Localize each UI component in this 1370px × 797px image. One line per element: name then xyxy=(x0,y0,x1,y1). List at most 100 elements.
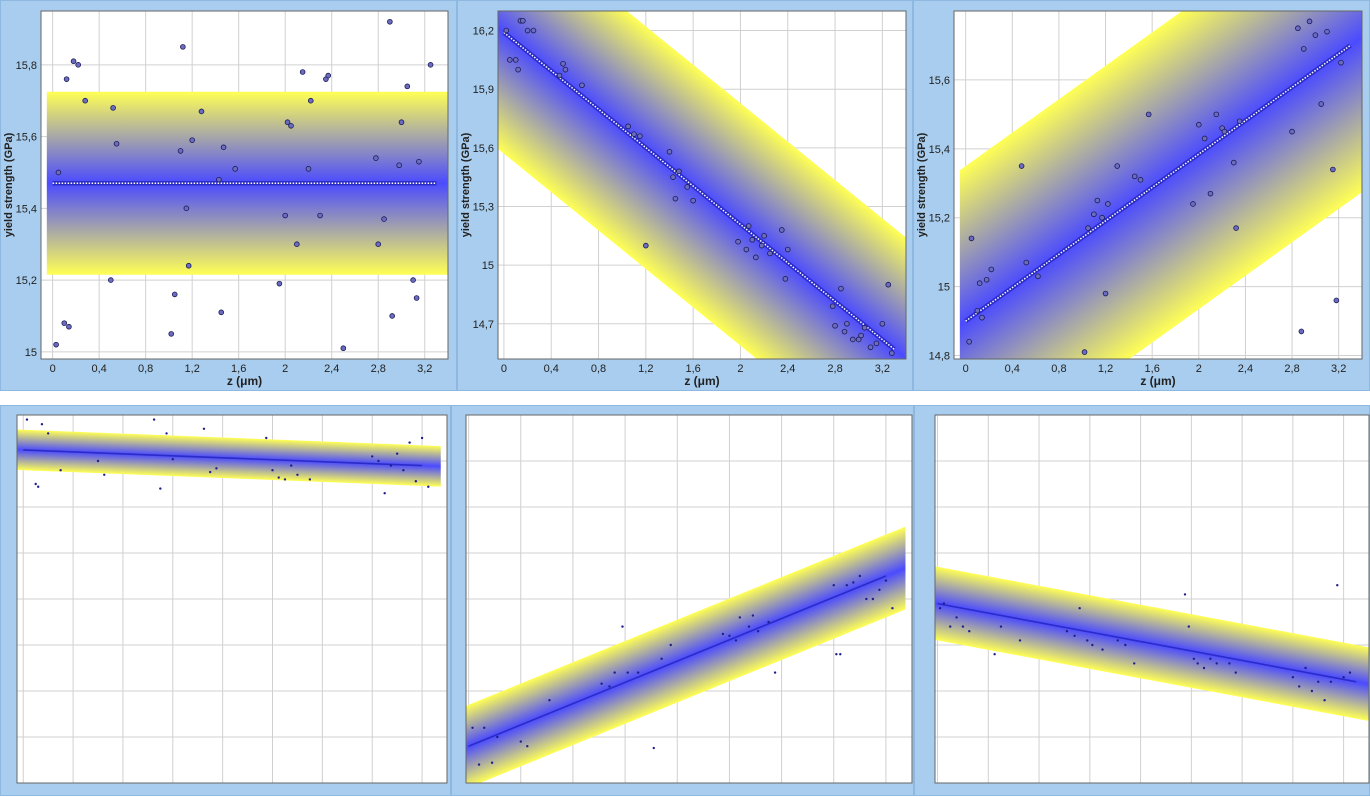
chart-panel-4 xyxy=(0,405,451,796)
data-point xyxy=(265,436,268,440)
data-point xyxy=(66,323,72,330)
data-point xyxy=(1190,201,1196,207)
data-point xyxy=(152,418,156,421)
data-point xyxy=(1094,197,1101,204)
x-axis-label: z (μm) xyxy=(684,374,719,388)
data-point xyxy=(305,166,312,172)
y-tick-label: 15,6 xyxy=(16,132,37,144)
x-tick-label: 0,8 xyxy=(1051,363,1066,375)
data-point xyxy=(1102,290,1109,297)
x-tick-label: 1,6 xyxy=(231,363,246,375)
data-point xyxy=(767,250,773,257)
data-point xyxy=(829,303,836,310)
data-point xyxy=(1105,201,1111,207)
data-point xyxy=(218,309,225,316)
data-point xyxy=(879,321,886,327)
data-point xyxy=(1124,643,1127,647)
data-point xyxy=(177,148,184,154)
data-point xyxy=(282,212,289,219)
data-point xyxy=(613,671,616,674)
data-point xyxy=(1348,671,1352,674)
data-point xyxy=(838,285,844,292)
data-point xyxy=(756,630,760,633)
data-point xyxy=(389,313,395,319)
data-points xyxy=(938,584,1352,702)
data-point xyxy=(1234,671,1237,674)
y-tick-label: 15 xyxy=(482,260,494,272)
data-point xyxy=(832,584,835,587)
data-point xyxy=(477,763,481,766)
data-point xyxy=(974,307,981,314)
data-point xyxy=(556,72,563,79)
data-point xyxy=(1091,211,1097,218)
data-point xyxy=(1215,662,1218,665)
data-point xyxy=(383,492,386,495)
data-point xyxy=(471,726,474,729)
y-tick-label: 15,8 xyxy=(16,60,37,72)
y-tick-label: 15,6 xyxy=(929,75,950,87)
data-points xyxy=(471,574,894,766)
data-point xyxy=(53,341,59,348)
data-point xyxy=(1187,625,1191,628)
data-point xyxy=(626,671,629,674)
data-point xyxy=(294,241,300,247)
data-point xyxy=(738,616,742,619)
data-point xyxy=(1342,676,1345,679)
data-point xyxy=(1291,676,1295,679)
fit-line xyxy=(502,30,896,351)
data-point xyxy=(1145,111,1152,118)
data-point xyxy=(398,119,405,126)
x-tick-label: 1,6 xyxy=(1145,363,1160,375)
x-tick-label: 2,4 xyxy=(324,363,339,375)
data-point xyxy=(1192,657,1196,660)
y-tick-label: 15,2 xyxy=(16,275,37,287)
y-axis-label: yield strength (GPa) xyxy=(916,132,928,237)
data-point xyxy=(721,632,725,636)
data-point xyxy=(1329,680,1333,683)
data-point xyxy=(1065,630,1069,633)
x-tick-label: 2 xyxy=(282,363,288,375)
data-point xyxy=(75,62,82,68)
data-point xyxy=(867,344,874,351)
y-tick-label: 15,2 xyxy=(929,213,950,225)
data-point xyxy=(183,205,190,212)
data-point xyxy=(283,478,287,481)
data-point xyxy=(159,487,162,490)
data-point xyxy=(1306,18,1313,25)
data-point xyxy=(1101,648,1104,651)
data-point xyxy=(103,473,106,476)
data-point xyxy=(507,57,513,63)
data-point xyxy=(844,321,850,327)
data-point xyxy=(966,338,972,345)
data-point xyxy=(96,459,100,463)
data-point xyxy=(389,464,393,467)
data-point xyxy=(1298,685,1301,688)
data-point xyxy=(968,630,971,633)
data-point xyxy=(782,276,789,282)
x-tick-label: 2,8 xyxy=(1284,363,1299,375)
data-point xyxy=(202,427,206,430)
data-point xyxy=(562,66,569,73)
chart-5 xyxy=(465,414,913,784)
data-point xyxy=(1073,634,1076,637)
data-points xyxy=(966,18,1344,355)
data-point xyxy=(749,236,756,243)
x-tick-label: 0 xyxy=(50,363,56,375)
data-point xyxy=(773,671,777,674)
y-tick-label: 15 xyxy=(938,282,950,294)
data-point xyxy=(884,579,888,582)
data-point xyxy=(784,246,791,253)
data-point xyxy=(1114,163,1121,169)
data-point xyxy=(660,657,663,660)
chart-1: 0 0,4 0,8 1,2 1,6 2 2,4 2,8 3,2 15 15,2 15,4 15,6 15,… xyxy=(3,10,449,388)
data-point xyxy=(208,470,212,474)
data-point xyxy=(999,625,1003,628)
y-axis-label: yield strength (GPa) xyxy=(460,132,472,237)
data-point xyxy=(873,340,880,347)
y-tick-label: 15,3 xyxy=(473,202,494,214)
data-point xyxy=(672,195,679,202)
data-point xyxy=(1018,639,1022,642)
data-point xyxy=(1324,28,1330,35)
data-point xyxy=(420,436,424,440)
data-point xyxy=(1086,639,1089,642)
